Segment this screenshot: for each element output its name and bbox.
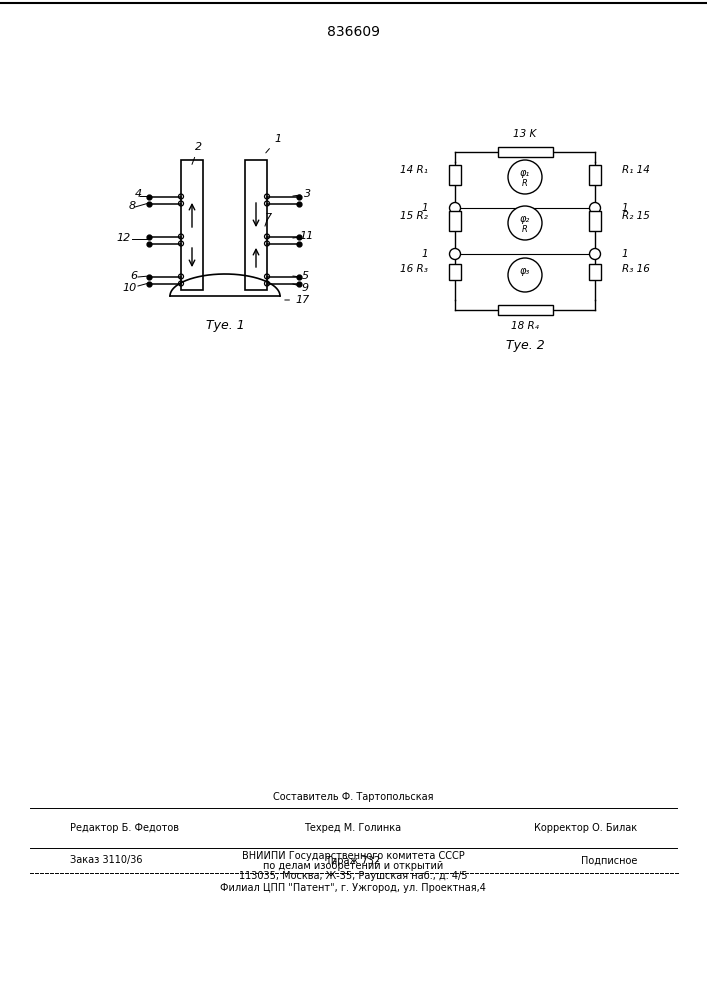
Text: Техред М. Голинка: Техред М. Голинка [305, 823, 402, 833]
Text: 113035, Москва, Ж-35, Раушская наб., д. 4/5: 113035, Москва, Ж-35, Раушская наб., д. … [239, 871, 467, 881]
Text: 14 R₁: 14 R₁ [400, 165, 428, 175]
Text: 10: 10 [123, 283, 137, 293]
Text: Подписное: Подписное [580, 856, 637, 865]
Text: Составитель Ф. Тартопольская: Составитель Ф. Тартопольская [273, 792, 433, 802]
Text: R₃ 16: R₃ 16 [622, 264, 650, 274]
Bar [245, 160, 267, 290]
Bar [589, 165, 601, 185]
Bar [449, 211, 461, 231]
Text: 3: 3 [305, 189, 312, 199]
Bar [449, 165, 461, 185]
Text: 5: 5 [301, 271, 308, 281]
Text: Редактор Б. Федотов: Редактор Б. Федотов [70, 823, 179, 833]
Bar [449, 264, 461, 280]
Text: 836609: 836609 [327, 25, 380, 39]
Bar [181, 160, 203, 290]
Text: φ₃: φ₃ [520, 266, 530, 276]
Text: Заказ 3110/36: Заказ 3110/36 [70, 856, 143, 865]
Text: 18 R₄: 18 R₄ [511, 321, 539, 331]
Bar [589, 264, 601, 280]
Text: φ₁: φ₁ [520, 168, 530, 178]
Text: 12: 12 [117, 233, 131, 243]
Text: 9: 9 [301, 283, 308, 293]
Text: по делам изобретений и открытий: по делам изобретений и открытий [263, 861, 443, 871]
Text: R: R [522, 178, 528, 188]
Text: 1: 1 [622, 249, 629, 259]
Circle shape [450, 202, 460, 214]
Text: 1: 1 [266, 134, 281, 153]
Text: Τуе. 2: Τуе. 2 [506, 338, 544, 352]
Text: 13 K: 13 K [513, 129, 537, 139]
Circle shape [508, 206, 542, 240]
Text: R: R [522, 225, 528, 233]
Circle shape [450, 248, 460, 259]
Text: Корректор О. Билак: Корректор О. Билак [534, 823, 637, 833]
Text: Τуе. 1: Τуе. 1 [206, 318, 245, 332]
Circle shape [590, 202, 600, 214]
Text: 17: 17 [285, 295, 309, 305]
Bar [498, 147, 552, 157]
Text: Филиал ЦПП "Патент", г. Ужгород, ул. Проектная,4: Филиал ЦПП "Патент", г. Ужгород, ул. Про… [220, 883, 486, 893]
Text: R₂ 15: R₂ 15 [622, 211, 650, 221]
Circle shape [508, 258, 542, 292]
Text: 7: 7 [265, 213, 272, 223]
Text: 16 R₃: 16 R₃ [400, 264, 428, 274]
Text: R₁ 14: R₁ 14 [622, 165, 650, 175]
Text: 1: 1 [421, 249, 428, 259]
Text: ВНИИПИ Государственного комитета СССР: ВНИИПИ Государственного комитета СССР [242, 851, 464, 861]
Text: 11: 11 [300, 231, 314, 241]
Text: 2: 2 [192, 142, 202, 164]
Bar [589, 211, 601, 231]
Text: Тираж 732: Тираж 732 [325, 856, 380, 865]
Text: 8: 8 [129, 201, 136, 211]
Text: 4: 4 [134, 189, 141, 199]
Text: 1: 1 [421, 203, 428, 213]
Text: φ₂: φ₂ [520, 214, 530, 224]
Bar [498, 305, 552, 315]
Text: 15 R₂: 15 R₂ [400, 211, 428, 221]
Text: 1: 1 [622, 203, 629, 213]
Text: 6: 6 [130, 271, 138, 281]
Circle shape [590, 248, 600, 259]
Circle shape [508, 160, 542, 194]
